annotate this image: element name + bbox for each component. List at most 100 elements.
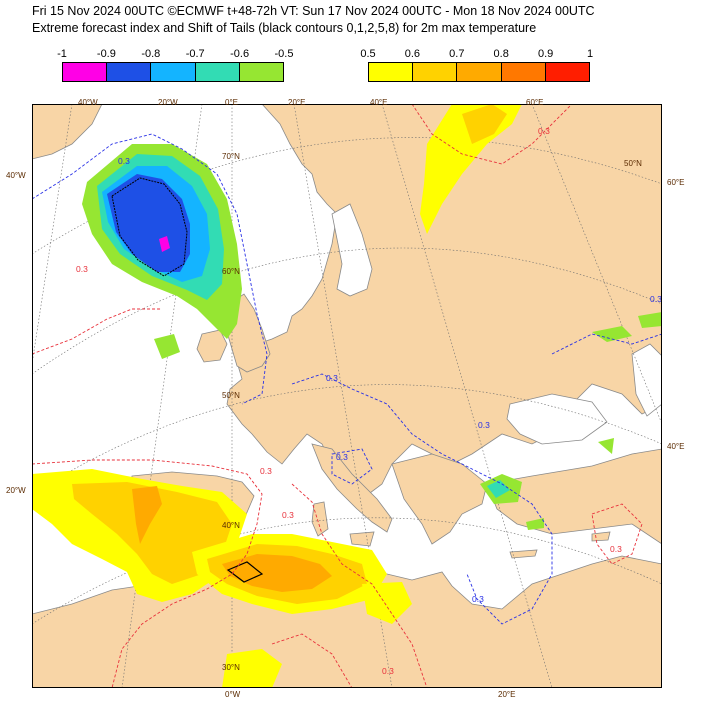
legend-swatch — [63, 63, 108, 81]
contour-label: 0.3 — [336, 452, 348, 462]
anatolia — [486, 448, 662, 545]
positive-contour — [411, 104, 573, 165]
lon-label-top: 40°E — [370, 98, 388, 107]
lon-label-top: 60°E — [526, 98, 544, 107]
legend-tick: -0.8 — [141, 48, 161, 60]
map-title: Fri 15 Nov 2024 00UTC ©ECMWF t+48-72h VT… — [32, 4, 595, 18]
efi-patch — [154, 334, 180, 359]
legend-tick: -0.7 — [185, 48, 205, 60]
contour-label: 0.3 — [650, 294, 662, 304]
map-frame — [32, 104, 662, 688]
legend-tick: 0.9 — [537, 48, 554, 60]
latitude-labels: 70°N 60°N 50°N 40°N 30°N 50°N — [222, 152, 642, 672]
lon-label-right: 40°E — [667, 442, 685, 451]
contour-label: 0.3 — [538, 126, 550, 136]
efi-map: 0.3 0.3 0.3 0.3 0.3 0.3 0.3 0.3 0.3 0.3 … — [32, 104, 662, 688]
negative-anomaly-shading — [82, 144, 662, 530]
negative-contour — [551, 333, 662, 355]
positive-legend-ticks: 0.5 0.6 0.7 0.8 0.9 1 — [360, 48, 594, 62]
legend-swatch — [545, 63, 590, 81]
black-sea — [506, 393, 608, 445]
lon-label-left: 40°W — [6, 171, 26, 180]
lon-label-top: 20°W — [158, 98, 178, 107]
positive-legend-bar — [368, 62, 590, 82]
efi-band-plus-05-sahara — [222, 649, 282, 688]
efi-band-plus-05-russia — [420, 104, 522, 234]
legend-swatch — [239, 63, 284, 81]
efi-band-plus-05-atlantic — [362, 582, 412, 624]
legend-swatch — [457, 63, 502, 81]
lat-label: 30°N — [222, 663, 240, 672]
lon-label-top: 20°E — [288, 98, 306, 107]
lat-label: 40°N — [222, 521, 240, 530]
lon-label-bottom: 20°E — [498, 690, 516, 699]
contour-label: 0.3 — [472, 594, 484, 604]
lon-label-top: 40°W — [78, 98, 98, 107]
positive-contour — [271, 633, 353, 688]
efi-band-minus-1 — [159, 236, 170, 252]
contour-label: 0.3 — [382, 666, 394, 676]
greenland — [32, 104, 103, 160]
efi-patch — [592, 326, 632, 342]
legend-tick: 1 — [586, 48, 594, 60]
legend-swatch — [501, 63, 546, 81]
legend-tick: 0.8 — [493, 48, 509, 60]
legend-tick: -0.5 — [274, 48, 294, 60]
efi-band-plus-07-iberia — [132, 486, 162, 544]
legend-swatch — [151, 63, 196, 81]
lat-label: 50°N — [222, 391, 240, 400]
balkans — [391, 453, 488, 545]
legend-tick: 0.7 — [449, 48, 465, 60]
lon-label-top: 0°E — [225, 98, 238, 107]
lat-label: 50°N — [624, 159, 642, 168]
contour-label: 0.3 — [76, 264, 88, 274]
negative-legend-bar — [62, 62, 284, 82]
positive-contour — [291, 483, 428, 688]
sot-contour-positive — [226, 561, 264, 583]
contour-labels: 0.3 0.3 0.3 0.3 0.3 0.3 0.3 0.3 0.3 0.3 … — [76, 126, 662, 676]
italy — [311, 443, 393, 533]
negative-color-legend: -1 -0.9 -0.8 -0.7 -0.6 -0.5 — [57, 48, 293, 82]
efi-patch — [487, 480, 510, 498]
legend-tick: -0.9 — [96, 48, 116, 60]
negative-contour — [331, 448, 373, 485]
efi-contours — [32, 104, 662, 688]
legend-tick: 0.5 — [360, 48, 376, 60]
crete — [509, 549, 538, 559]
legend-swatch — [107, 63, 152, 81]
lat-label: 70°N — [222, 152, 240, 161]
sicily — [349, 531, 375, 547]
positive-contour — [591, 503, 643, 565]
contour-label: 0.3 — [118, 156, 130, 166]
negative-contour — [32, 133, 268, 405]
legend-swatch — [369, 63, 414, 81]
caspian-sea — [631, 343, 662, 417]
contour-label: 0.3 — [260, 466, 272, 476]
positive-color-legend: 0.5 0.6 0.7 0.8 0.9 1 — [360, 48, 594, 82]
legend-tick: 0.6 — [404, 48, 421, 60]
negative-contour — [291, 373, 553, 625]
positive-anomaly-shading — [32, 104, 522, 688]
lon-label-right: 60°E — [667, 178, 685, 187]
legend-tick: -0.6 — [230, 48, 250, 60]
cyprus — [591, 531, 611, 542]
contour-label: 0.3 — [326, 373, 338, 383]
contour-label: 0.3 — [478, 420, 490, 430]
efi-band-plus-06-iberia — [72, 482, 232, 584]
negative-legend-ticks: -1 -0.9 -0.8 -0.7 -0.6 -0.5 — [57, 48, 293, 62]
legend-swatch — [413, 63, 458, 81]
sardinia — [311, 501, 329, 537]
lon-label-left: 20°W — [6, 486, 26, 495]
legend-tick: -1 — [57, 48, 67, 60]
map-subtitle: Extreme forecast index and Shift of Tail… — [32, 21, 537, 35]
contour-label: 0.3 — [282, 510, 294, 520]
lon-label-bottom: 0°W — [225, 690, 241, 699]
efi-band-plus-06-russia — [462, 104, 507, 144]
legend-swatch — [195, 63, 240, 81]
sot-contour-negative — [111, 177, 188, 277]
contour-label: 0.3 — [610, 544, 622, 554]
lat-label: 60°N — [222, 267, 240, 276]
efi-patch — [638, 312, 662, 328]
efi-patch — [598, 438, 614, 454]
efi-patch — [526, 518, 544, 530]
